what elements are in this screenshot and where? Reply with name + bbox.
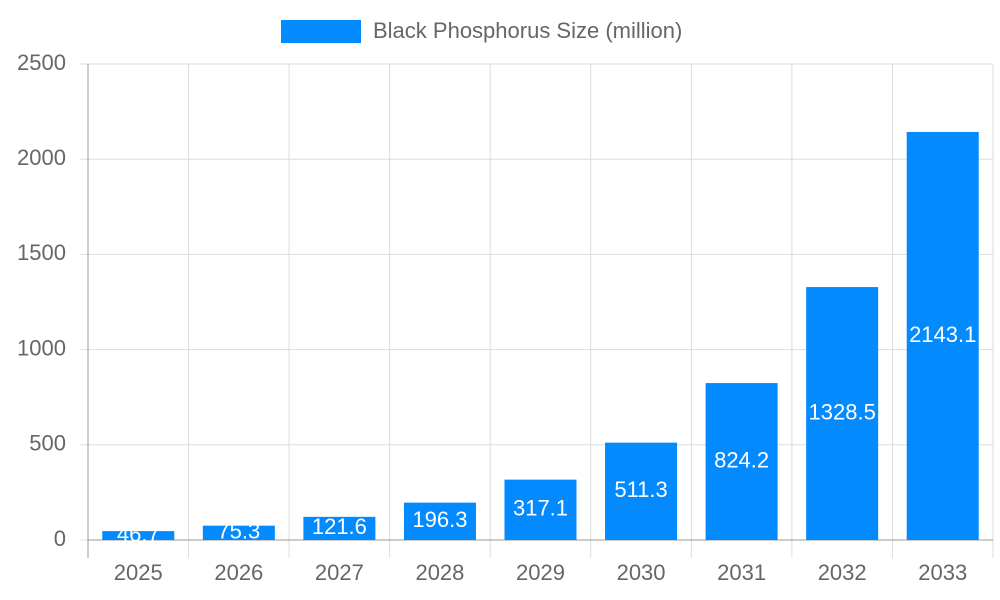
y-tick-label: 500 xyxy=(29,431,66,456)
x-tick-label: 2031 xyxy=(717,560,766,585)
data-label: 2143.1 xyxy=(909,322,976,347)
bar xyxy=(504,479,577,540)
y-tick-label: 2000 xyxy=(17,145,66,170)
y-tick-label: 1000 xyxy=(17,335,66,360)
y-tick-label: 0 xyxy=(54,526,66,551)
x-tick-label: 2033 xyxy=(918,560,967,585)
x-tick-label: 2030 xyxy=(617,560,666,585)
data-label: 317.1 xyxy=(513,496,568,521)
bar xyxy=(403,502,476,540)
bar xyxy=(806,287,879,540)
y-tick-label: 1500 xyxy=(17,240,66,265)
bar xyxy=(705,383,778,540)
data-label: 121.6 xyxy=(312,514,367,539)
data-label: 75.3 xyxy=(217,519,260,544)
bar xyxy=(303,516,376,540)
data-label: 824.2 xyxy=(714,447,769,472)
x-tick-label: 2025 xyxy=(114,560,163,585)
bar xyxy=(906,131,979,540)
legend-label: Black Phosphorus Size (million) xyxy=(373,18,682,43)
bar xyxy=(202,525,275,540)
y-tick-label: 2500 xyxy=(17,50,66,75)
data-label: 196.3 xyxy=(412,507,467,532)
x-tick-label: 2029 xyxy=(516,560,565,585)
data-label: 46.7 xyxy=(117,521,160,546)
x-tick-label: 2027 xyxy=(315,560,364,585)
data-label: 1328.5 xyxy=(809,399,876,424)
x-tick-label: 2028 xyxy=(415,560,464,585)
legend-swatch xyxy=(281,20,361,43)
bar xyxy=(605,442,678,540)
data-label: 511.3 xyxy=(614,477,667,502)
bar xyxy=(102,531,175,540)
x-tick-label: 2032 xyxy=(818,560,867,585)
x-tick-label: 2026 xyxy=(214,560,263,585)
